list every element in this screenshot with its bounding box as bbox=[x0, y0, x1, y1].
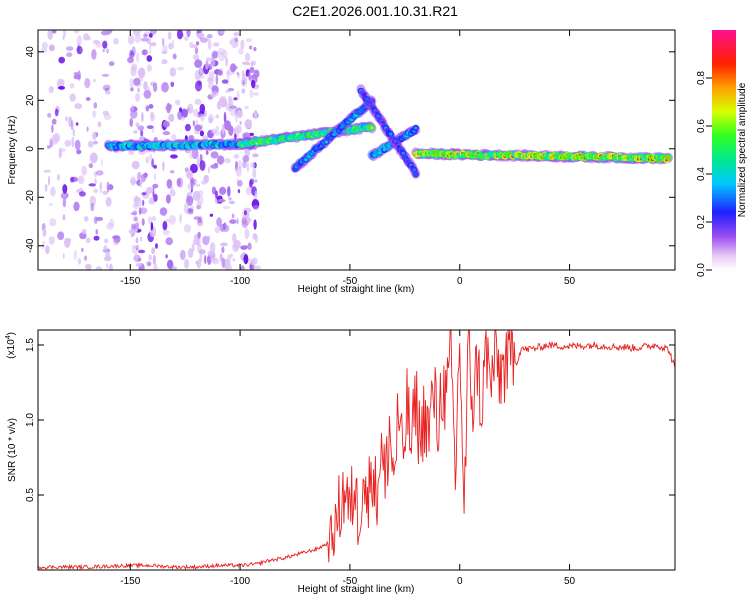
colorbar-ticks: 0.0 0.2 0.4 0.6 0.8 bbox=[696, 71, 712, 277]
snr-x-tick-label: 50 bbox=[564, 576, 576, 587]
spectrogram-y-tick-label: 20 bbox=[25, 94, 36, 106]
snr-y-tick-label: 1.5 bbox=[25, 338, 36, 352]
snr-x-tick-label: -100 bbox=[230, 576, 250, 587]
spectrogram-frame bbox=[37, 29, 676, 271]
colorbar-tick-label: 0.4 bbox=[696, 167, 707, 181]
spectrogram-feature-ridge-6 bbox=[411, 147, 673, 165]
spectrogram-y-tick-label: -40 bbox=[25, 238, 36, 253]
snr-content bbox=[38, 330, 675, 570]
spectrogram-y-tick-label: -20 bbox=[25, 190, 36, 205]
colorbar-tick-label: 0.2 bbox=[696, 215, 707, 229]
snr-x-tick-label: 0 bbox=[457, 576, 463, 587]
spectrogram-panel: -150 -100 -50 0 50 -40 -20 0 20 40 Height of str… bbox=[7, 29, 676, 295]
spectrogram-x-label: Height of straight line (km) bbox=[298, 284, 415, 295]
snr-x-tick-label: -50 bbox=[343, 576, 358, 587]
spectrogram-feature-ridge-1 bbox=[103, 137, 256, 153]
spectrogram-y-label: Frequency (Hz) bbox=[7, 116, 18, 185]
colorbar: 0.0 0.2 0.4 0.6 0.8 Normalized spectral ampl… bbox=[696, 30, 748, 277]
snr-x-tick-label: -150 bbox=[120, 576, 140, 587]
snr-frame bbox=[37, 329, 676, 571]
snr-x-axis: -150 -100 -50 0 50 bbox=[120, 330, 576, 587]
snr-y-axis: 0.5 1.0 1.5 bbox=[25, 338, 675, 502]
figure-title: C2E1.2026.001.10.31.R21 bbox=[292, 3, 458, 19]
snr-x-label: Height of straight line (km) bbox=[298, 584, 415, 595]
snr-y-tick-label: 1.0 bbox=[25, 413, 36, 427]
spectrogram-x-tick-label: 50 bbox=[564, 276, 576, 287]
spectrogram-feature-noise_cloud-0 bbox=[40, 30, 261, 270]
colorbar-gradient bbox=[712, 30, 736, 270]
snr-y-label: SNR (10 * v/v) bbox=[7, 418, 18, 482]
snr-y-multiplier: (x104) bbox=[5, 332, 17, 359]
snr-panel: -150 -100 -50 0 50 0.5 1.0 1.5 Height of strai… bbox=[5, 329, 676, 595]
spectrogram-y-axis: -40 -20 0 20 40 bbox=[25, 46, 675, 253]
colorbar-tick-label: 0.0 bbox=[696, 263, 707, 277]
colorbar-tick-label: 0.8 bbox=[696, 71, 707, 85]
spectrogram-x-tick-label: 0 bbox=[457, 276, 463, 287]
colorbar-label: Normalized spectral amplitude bbox=[737, 82, 748, 217]
spectrogram-y-tick-label: 40 bbox=[25, 46, 36, 58]
spectrogram-feature-ridge-5 bbox=[356, 84, 421, 179]
snr-series-line bbox=[38, 330, 675, 570]
spectrogram-x-tick-label: -100 bbox=[230, 276, 250, 287]
spectrogram-x-tick-label: -50 bbox=[343, 276, 358, 287]
spectrogram-feature-ridge-2 bbox=[235, 121, 377, 149]
colorbar-tick-label: 0.6 bbox=[696, 119, 707, 133]
spectrogram-y-tick-label: 0 bbox=[25, 146, 36, 152]
spectrogram-x-tick-label: -150 bbox=[120, 276, 140, 287]
spectrogram-content bbox=[38, 30, 675, 270]
spectrogram-x-axis: -150 -100 -50 0 50 bbox=[120, 30, 576, 287]
snr-y-tick-label: 0.5 bbox=[25, 488, 36, 502]
